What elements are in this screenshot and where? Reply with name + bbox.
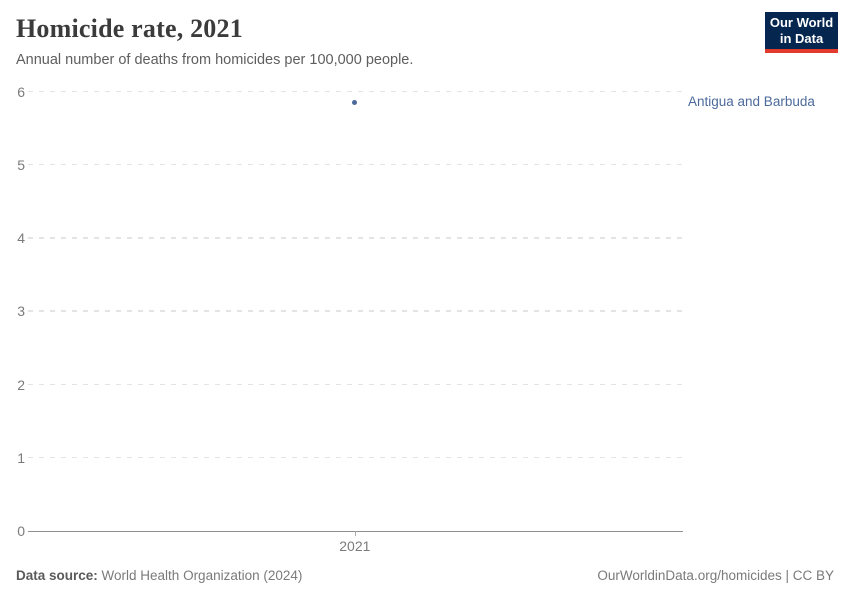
gridline (28, 383, 683, 385)
x-tick-mark (354, 531, 356, 536)
owid-logo-line1: Our World (769, 15, 834, 30)
gridline (28, 310, 683, 312)
page-title: Homicide rate, 2021 (16, 14, 243, 43)
gridline (28, 163, 683, 166)
data-point[interactable] (352, 99, 358, 105)
plot-area (28, 90, 683, 532)
gridline (28, 237, 683, 239)
chart-footer: Data source: World Health Organization (… (16, 568, 834, 583)
y-tick-label: 1 (17, 449, 25, 466)
gridline (28, 456, 683, 459)
y-tick-label: 4 (17, 230, 25, 246)
y-tick-label: 0 (17, 523, 25, 539)
entity-label[interactable]: Antigua and Barbuda (688, 94, 815, 110)
data-source: Data source: World Health Organization (… (16, 568, 302, 583)
owid-logo: Our World in Data (765, 12, 838, 53)
data-source-label: Data source: (16, 568, 98, 583)
chart-area: Antigua and Barbuda 0 1 2 3 4 5 6 2021 (0, 84, 850, 562)
y-tick-label: 3 (17, 303, 25, 320)
x-tick-label: 2021 (339, 538, 371, 554)
y-tick-label: 5 (17, 156, 25, 173)
y-tick-label: 2 (17, 376, 25, 393)
owid-logo-line2: in Data (779, 31, 824, 46)
gridline (28, 90, 683, 92)
y-tick-label: 6 (17, 83, 25, 100)
chart-subtitle: Annual number of deaths from homicides p… (16, 52, 414, 68)
data-source-value: World Health Organization (2024) (97, 568, 303, 583)
credit-link[interactable]: OurWorldinData.org/homicides | CC BY (597, 568, 834, 583)
